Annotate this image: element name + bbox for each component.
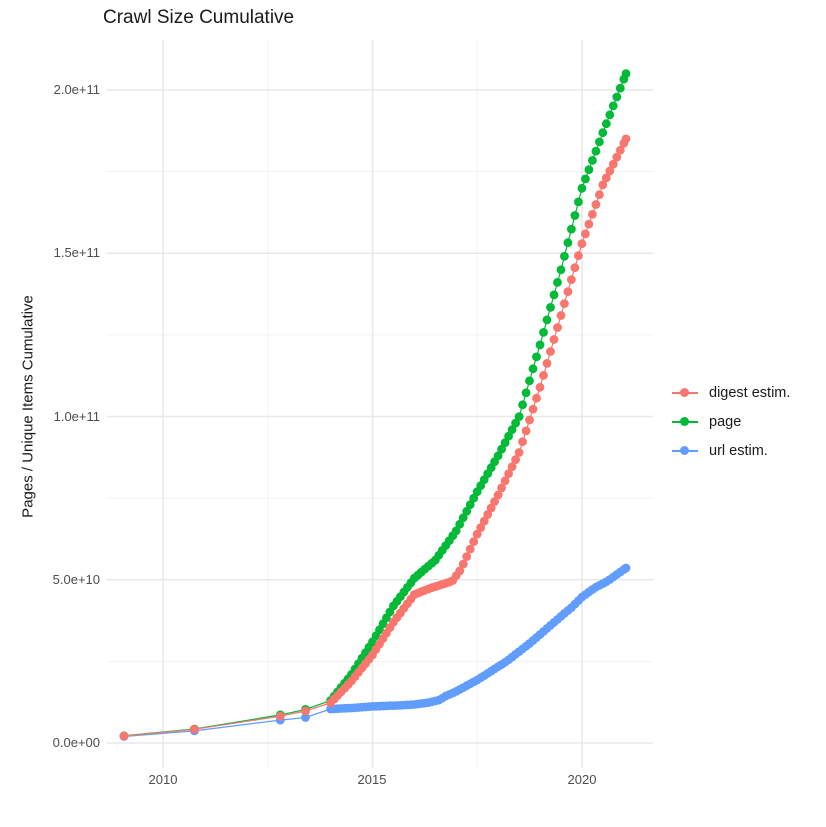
legend: digest estim. page url estim.: [672, 378, 790, 465]
y-tick-label: 2.0e+11: [53, 82, 100, 97]
legend-label: url estim.: [709, 442, 768, 459]
y-tick-label: 1.5e+11: [53, 245, 100, 260]
x-tick-label: 2020: [567, 772, 597, 787]
y-tick-label: 5.0e+10: [52, 572, 100, 587]
legend-item-digest: digest estim.: [672, 378, 790, 407]
y-tick-label: 1.0e+11: [53, 409, 100, 424]
legend-label: page: [709, 413, 742, 430]
chart-title: Crawl Size Cumulative: [103, 7, 295, 28]
x-tick-label: 2015: [357, 772, 387, 787]
series-page: [119, 69, 631, 741]
y-axis-title: Pages / Unique Items Cumulative: [19, 295, 37, 518]
legend-dot-icon: [680, 388, 689, 397]
series-digest-estim: [119, 134, 631, 741]
legend-key-digest: [672, 386, 698, 400]
legend-key-url: [672, 444, 698, 458]
y-tick-label: 0.0e+00: [52, 735, 100, 750]
legend-item-page: page: [672, 407, 790, 436]
legend-item-url: url estim.: [672, 436, 790, 465]
gridlines: [107, 40, 653, 768]
series-url-estim: [119, 563, 631, 741]
legend-dot-icon: [680, 417, 689, 426]
legend-key-page: [672, 415, 698, 429]
legend-label: digest estim.: [709, 384, 791, 401]
legend-dot-icon: [680, 446, 689, 455]
x-tick-label: 2010: [148, 772, 178, 787]
